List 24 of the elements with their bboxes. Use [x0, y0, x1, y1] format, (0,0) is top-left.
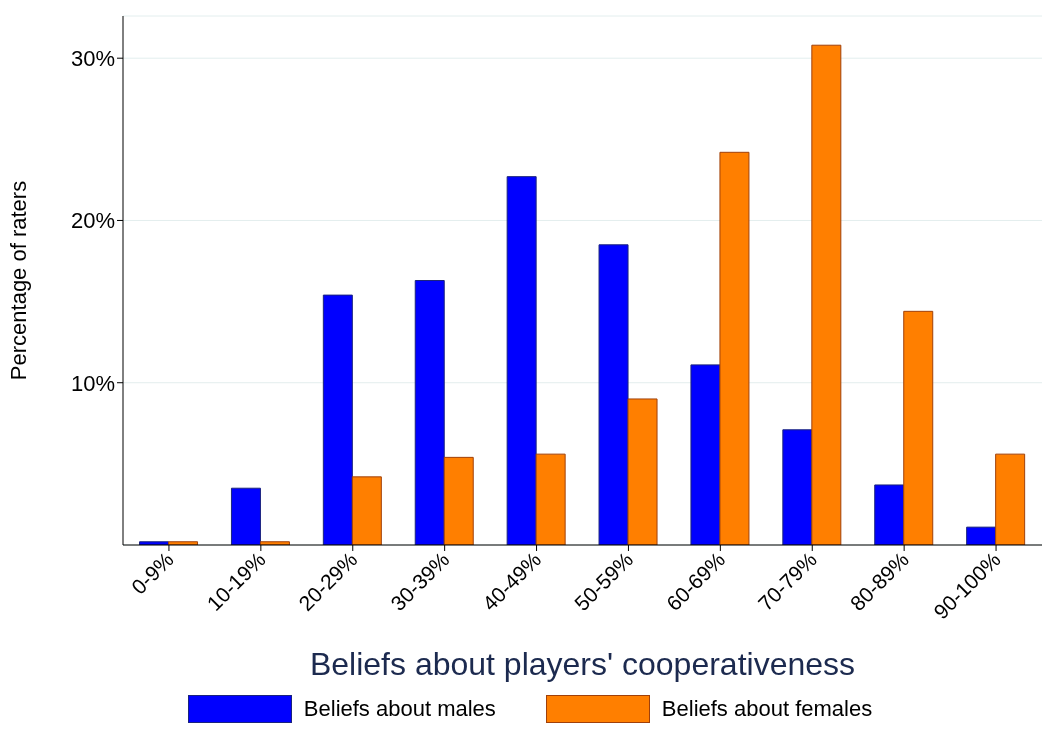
bar	[351, 476, 382, 545]
y-axis-title: Percentage of raters	[5, 180, 31, 381]
bar	[443, 456, 474, 545]
y-tick-label: 10%	[70, 370, 115, 396]
legend-label: Beliefs about females	[661, 696, 873, 722]
bar	[322, 294, 353, 545]
bar	[782, 429, 813, 545]
bar	[903, 310, 934, 545]
bar	[414, 280, 445, 545]
bar	[598, 244, 629, 545]
bar	[506, 176, 537, 545]
bar	[966, 526, 997, 545]
bar	[874, 484, 905, 545]
bar	[811, 44, 842, 545]
legend-label: Beliefs about males	[303, 696, 496, 722]
bar	[627, 398, 658, 545]
bar	[690, 364, 721, 545]
bar	[719, 151, 750, 545]
bar	[995, 453, 1026, 545]
y-tick-label: 30%	[70, 46, 115, 71]
x-axis-title: Beliefs about players' cooperativeness	[309, 646, 856, 682]
y-tick-label: 20%	[70, 208, 115, 234]
bar	[535, 453, 566, 545]
bar	[230, 487, 261, 545]
